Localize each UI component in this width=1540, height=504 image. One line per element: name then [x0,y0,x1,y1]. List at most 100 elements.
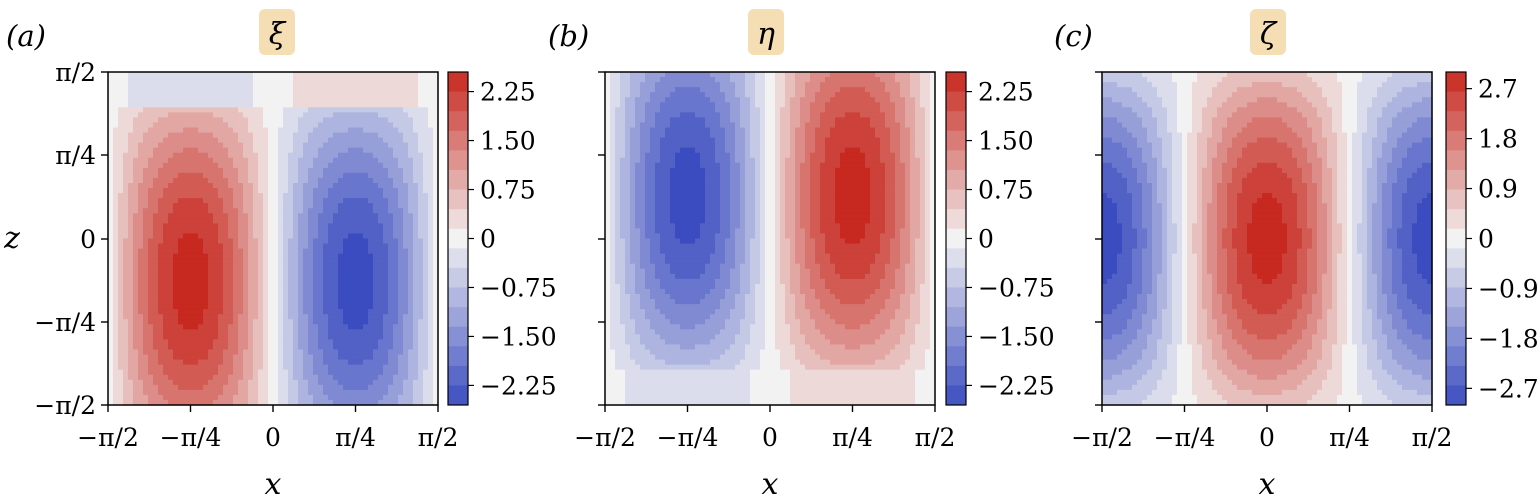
heatmap-cell [433,183,439,189]
heatmap-cell [168,389,174,396]
heatmap-cell [228,97,234,103]
heatmap-cell [218,329,224,335]
heatmap-cell [108,349,114,356]
heatmap-cell [428,299,434,305]
heatmap-cell [640,384,646,391]
heatmap-cell [183,359,189,366]
colorbar-band [448,248,468,269]
heatmap-cell [218,263,224,270]
heatmap-cell [203,127,209,134]
heatmap-cell [378,213,384,219]
heatmap-cell [343,218,349,224]
heatmap-cell [273,172,279,179]
heatmap-cell [173,87,179,93]
heatmap-cell [333,379,339,386]
heatmap-cell [238,299,244,305]
heatmap-cell [625,334,631,341]
heatmap-cell [133,122,139,129]
heatmap-cell [343,349,349,356]
heatmap-cell [308,203,314,209]
heatmap-cell [128,92,134,98]
heatmap-cell [338,243,344,250]
heatmap-cell [343,213,349,219]
heatmap-cell [368,223,374,230]
heatmap-cell [203,339,209,346]
heatmap-cell [313,394,319,401]
heatmap-cell [183,92,189,98]
heatmap-cell [283,354,289,361]
heatmap-cell [238,127,244,134]
heatmap-cell [373,152,379,159]
heatmap-cell [610,374,616,381]
heatmap-cell [303,314,309,320]
heatmap-cell [283,268,289,275]
heatmap-cell [243,319,249,325]
heatmap-cell [128,288,134,295]
heatmap-cell [178,273,184,280]
heatmap-cell [615,177,621,184]
heatmap-cell [383,188,389,194]
heatmap-cell [403,157,409,164]
heatmap-cell [133,263,139,270]
heatmap-cell [343,152,349,159]
heatmap-cell [148,72,154,78]
colorbar-tick-label: −2.25 [480,371,557,400]
heatmap-cell [228,258,234,265]
heatmap-cell [338,77,344,83]
heatmap-cell [288,112,294,119]
heatmap-cell [163,107,169,113]
heatmap-cell [268,183,274,189]
heatmap-cell [113,309,119,315]
heatmap-cell [213,319,219,325]
heatmap-cell [343,203,349,209]
heatmap-cell [108,218,114,224]
heatmap-cell [253,122,259,129]
heatmap-cell [328,177,334,184]
heatmap-cell [158,213,164,219]
heatmap-cell [283,394,289,401]
heatmap-cell [298,72,304,78]
heatmap-cell [383,329,389,335]
heatmap-cell [353,384,359,391]
heatmap-cell [323,147,329,154]
heatmap-cell [223,157,229,164]
heatmap-cell [298,268,304,275]
heatmap-cell [138,183,144,189]
heatmap-cell [313,162,319,169]
heatmap-cell [353,283,359,290]
heatmap-cell [203,97,209,103]
heatmap-cell [408,324,414,330]
heatmap-cell [323,294,329,300]
heatmap-cell [188,248,194,255]
heatmap-cell [128,384,134,391]
heatmap-cell [383,147,389,154]
heatmap-cell [298,152,304,159]
heatmap-cell [283,299,289,305]
heatmap-cell [258,344,264,351]
heatmap-cell [258,198,264,204]
heatmap-cell [218,102,224,108]
heatmap-cell [373,364,379,371]
heatmap-cell [610,77,616,83]
heatmap-cell [123,122,129,129]
heatmap-cell [213,147,219,154]
heatmap-cell [343,112,349,119]
heatmap-cell [198,294,204,300]
heatmap-cell [615,354,621,361]
heatmap-cell [418,344,424,351]
heatmap-cell [625,142,631,149]
heatmap-cell [338,288,344,295]
heatmap-cell [625,82,631,88]
heatmap-cell [208,319,214,325]
heatmap-cell [183,288,189,295]
heatmap-cell [625,107,631,113]
heatmap-cell [640,278,646,285]
heatmap-cell [640,122,646,129]
heatmap-cell [303,157,309,164]
heatmap-cell [158,248,164,255]
heatmap-cell [248,223,254,230]
heatmap-cell [625,329,631,335]
heatmap-cell [213,188,219,194]
colorbar-band [448,91,468,112]
heatmap-cell [418,369,424,376]
